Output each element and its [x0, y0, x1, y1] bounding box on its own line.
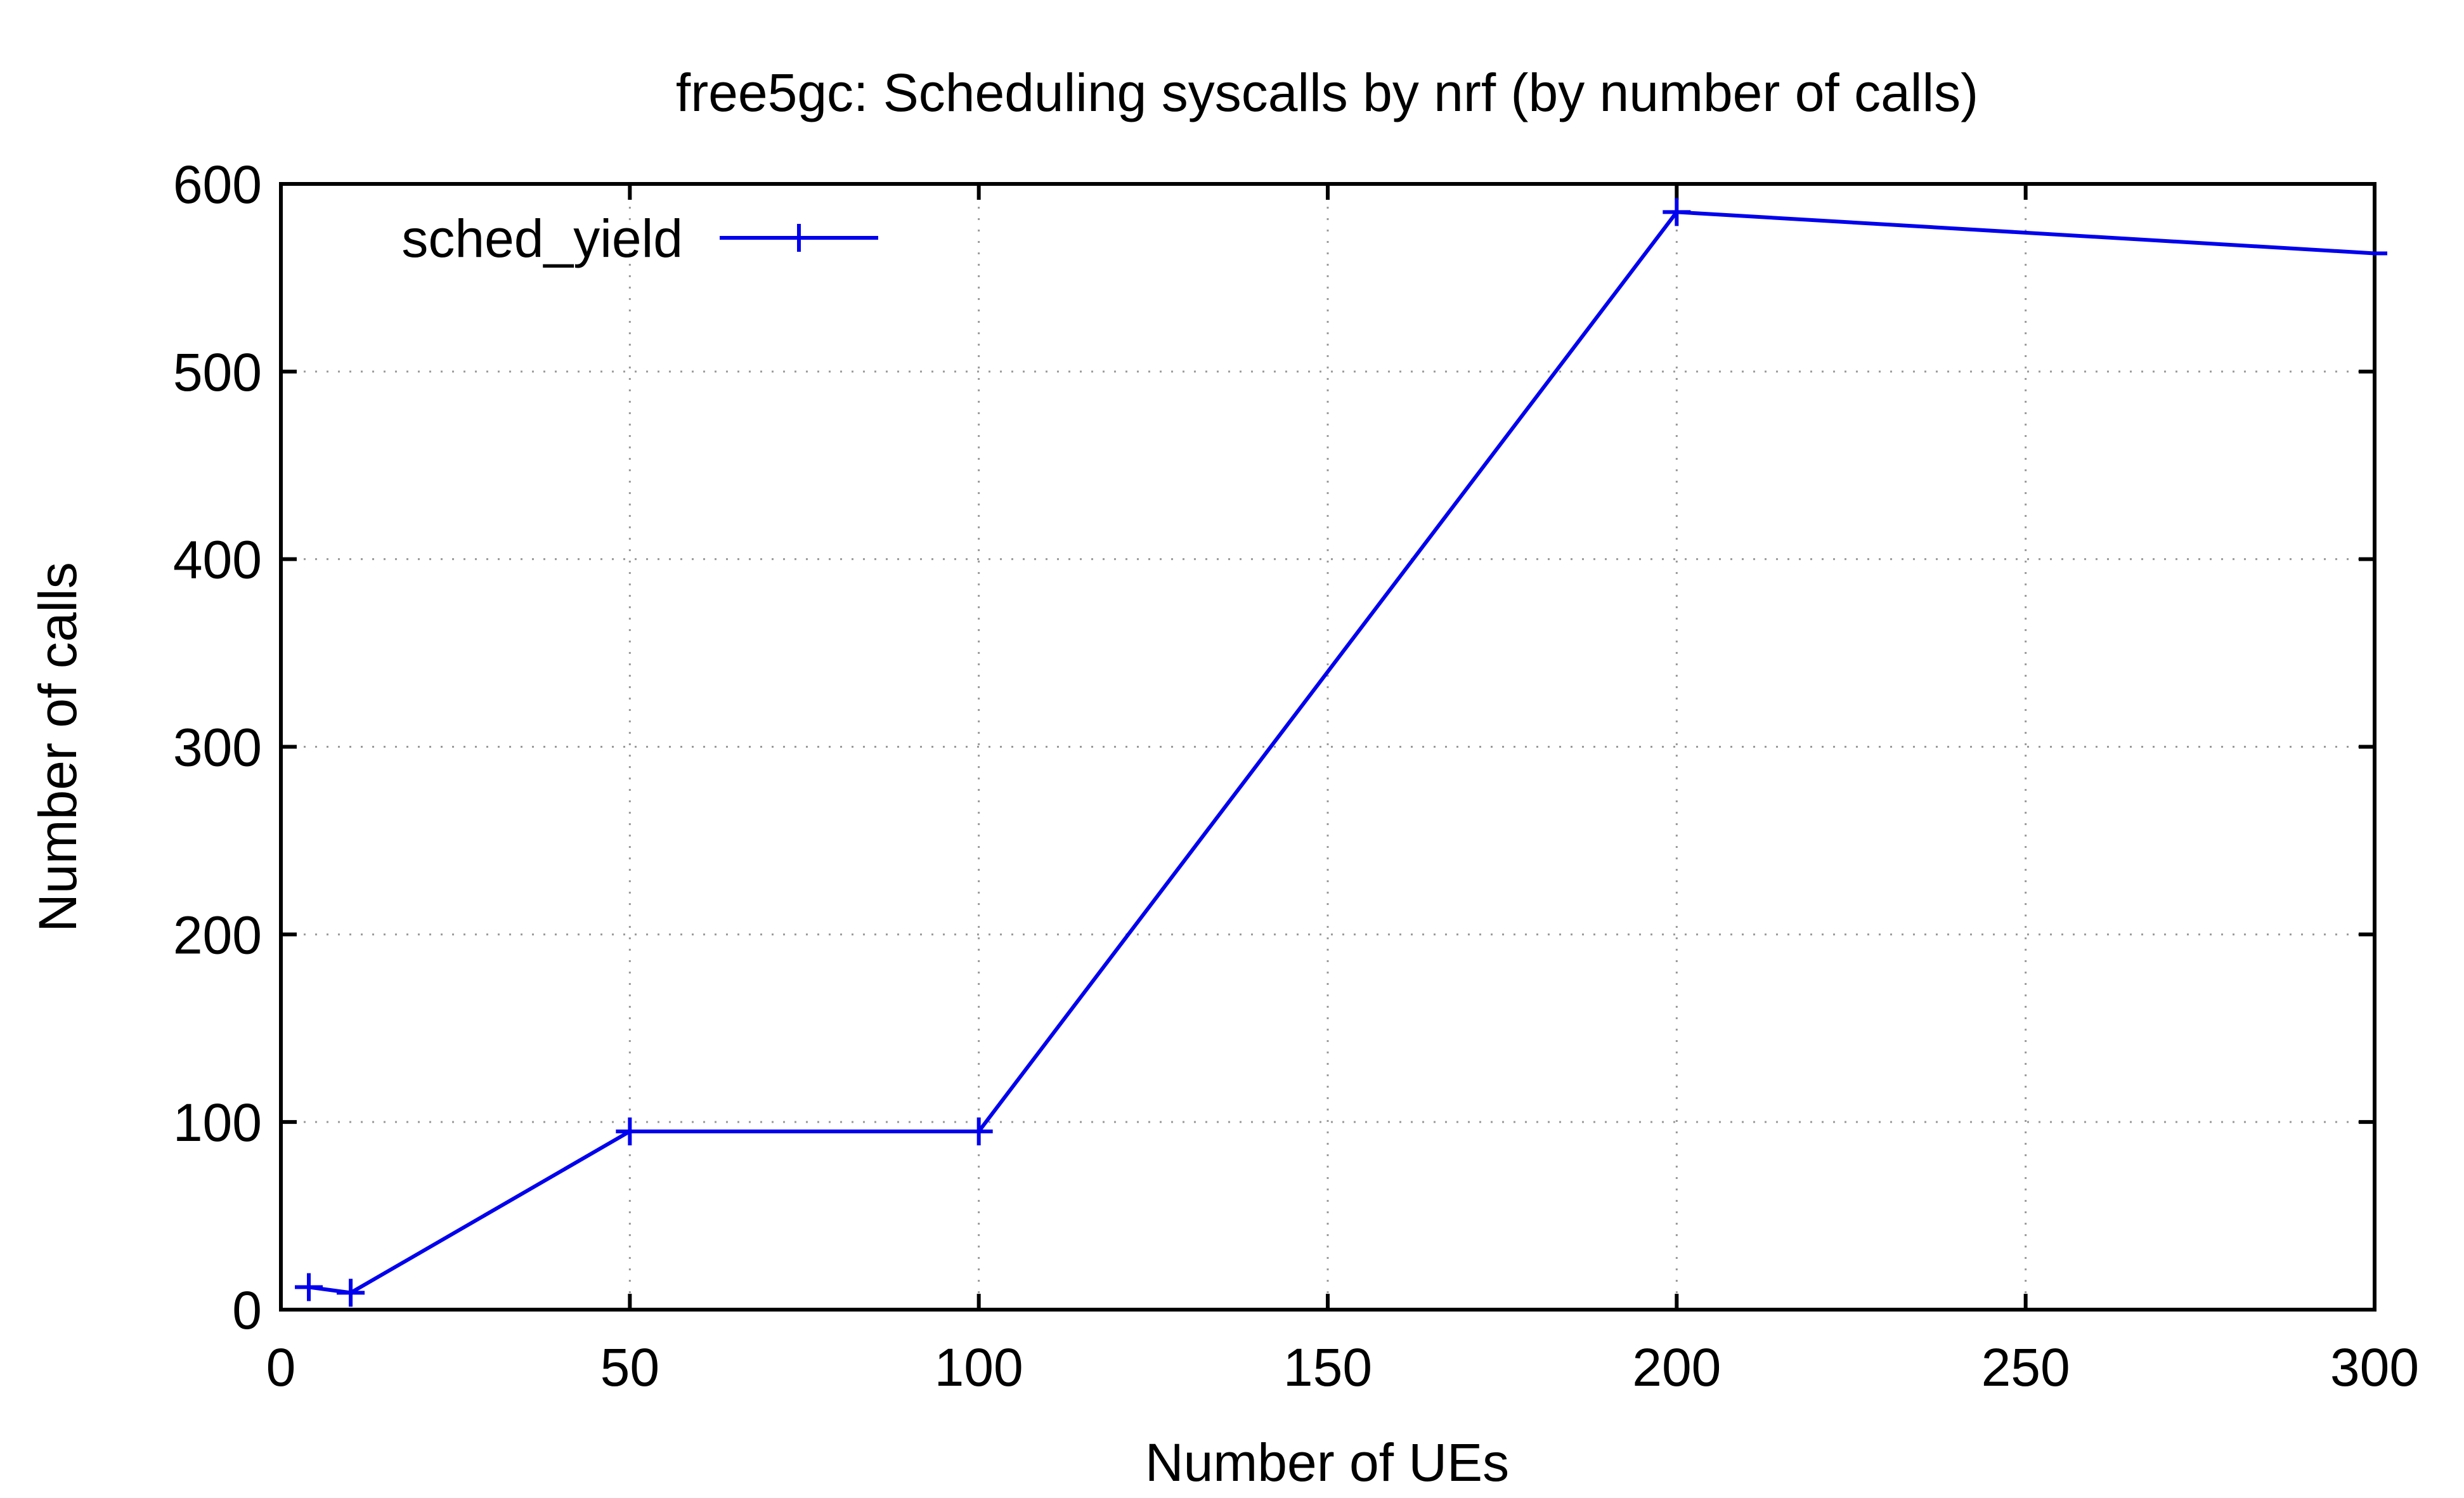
- tick-marks: [279, 182, 2376, 1312]
- legend-label-sched-yield: sched_yield: [401, 209, 683, 268]
- x-tick-label-4: 200: [1632, 1338, 1721, 1397]
- y-tick-label-0: 0: [232, 1280, 262, 1340]
- y-tick-label-3: 300: [173, 718, 262, 778]
- x-tick-label-3: 150: [1283, 1338, 1372, 1397]
- x-tick-label-0: 0: [266, 1338, 296, 1397]
- legend-swatch-marker: [785, 224, 813, 252]
- y-tick-label-5: 500: [173, 342, 262, 402]
- y-tick-label-4: 400: [173, 530, 262, 590]
- data-point: [295, 1273, 323, 1301]
- x-tick-label-2: 100: [935, 1338, 1023, 1397]
- x-tick-label-1: 50: [600, 1338, 659, 1397]
- y-axis-label: Number of calls: [28, 562, 88, 932]
- x-axis-label: Number of UEs: [1145, 1433, 1509, 1492]
- legend: sched_yield: [401, 209, 878, 268]
- chart-title: free5gc: Scheduling syscalls by nrf (by …: [676, 63, 1978, 122]
- x-tick-labels: 0 50 100 150 200 250 300: [266, 1338, 2419, 1397]
- plot-frame: [279, 182, 2376, 1312]
- y-tick-label-2: 200: [173, 905, 262, 965]
- x-tick-label-6: 300: [2330, 1338, 2419, 1397]
- y-tick-labels: 0 100 200 300 400 500 600: [173, 155, 262, 1340]
- data-point: [337, 1279, 365, 1307]
- grid: [281, 184, 2375, 1310]
- data-point: [964, 1117, 993, 1145]
- data-point: [1663, 198, 1691, 226]
- y-tick-label-6: 600: [173, 155, 262, 214]
- x-tick-label-5: 250: [1981, 1338, 2070, 1397]
- y-tick-label-1: 100: [173, 1093, 262, 1152]
- data-point: [616, 1117, 644, 1145]
- series-layer: [295, 198, 2387, 1307]
